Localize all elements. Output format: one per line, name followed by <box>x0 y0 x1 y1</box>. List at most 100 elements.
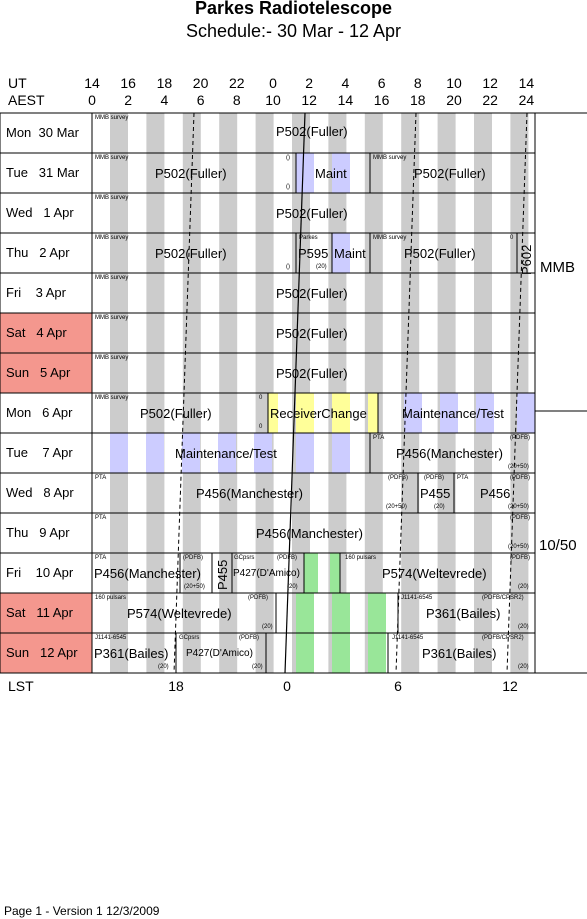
note: (20) <box>518 624 529 630</box>
day-label: Fri 10 Apr <box>6 565 74 580</box>
day-label: Sat 11 Apr <box>6 605 73 620</box>
receiver-change-shade <box>296 393 314 433</box>
note: MMB survey <box>373 235 407 241</box>
aest-tick: 18 <box>410 92 426 108</box>
note: J1141-6545 <box>392 635 424 641</box>
green-shade <box>332 633 350 673</box>
block-label: P502(Fuller) <box>276 206 348 221</box>
lst-tick: 12 <box>502 678 518 694</box>
block-label: Maintenance/Test <box>402 406 504 421</box>
maint-shade <box>476 393 494 433</box>
day-label: Wed 8 Apr <box>6 485 74 500</box>
block-label: P502(Fuller) <box>276 124 348 139</box>
block-label: P427(D'Amico) <box>233 568 300 579</box>
note: (PDFB) <box>510 435 530 441</box>
green-shade <box>332 593 350 633</box>
block-label: ReceiverChange <box>270 406 367 421</box>
block-label: P502(Fuller) <box>404 246 476 261</box>
note: (20) <box>252 664 263 670</box>
maint-shade <box>218 433 236 473</box>
note: MMB survey <box>95 395 129 401</box>
note: MMB survey <box>373 155 407 161</box>
ut-tick: 20 <box>192 75 209 91</box>
maint-shade <box>146 433 164 473</box>
maint-shade <box>440 393 458 433</box>
note: (20) <box>518 584 529 590</box>
note: MMB survey <box>95 195 129 201</box>
receiver-mmb: MMB <box>540 259 575 276</box>
day-label: Sat 4 Apr <box>6 325 67 340</box>
note: (20) <box>287 584 298 590</box>
note: (PDFB/CPSR2) <box>482 595 524 601</box>
aest-tick: 4 <box>160 92 169 108</box>
lst-tick: 6 <box>394 678 402 694</box>
aest-label: AEST <box>8 92 45 108</box>
note: MMB survey <box>95 315 129 321</box>
note: (20) <box>518 664 529 670</box>
block-label: P361(Bailes) <box>426 606 501 621</box>
maint-shade <box>296 433 314 473</box>
note: (20+50) <box>386 504 407 510</box>
block-label: P574(Weltevrede) <box>127 606 232 621</box>
day-label: Sun 5 Apr <box>6 365 71 380</box>
aest-tick: 8 <box>232 92 241 108</box>
note: PTA <box>95 475 107 481</box>
ut-tick: 6 <box>377 75 386 91</box>
note: () <box>286 184 290 190</box>
note: J1141-6545 <box>401 595 433 601</box>
ut-tick: 0 <box>269 75 277 91</box>
ut-tick: 14 <box>518 75 535 91</box>
block-label: P456(Manchester) <box>396 446 503 461</box>
note: (PDFB) <box>510 555 530 561</box>
day-label: Tue 7 Apr <box>6 445 73 460</box>
block-label: P502(Fuller) <box>276 326 348 341</box>
aest-tick: 12 <box>301 92 317 108</box>
note: (20) <box>434 504 445 510</box>
day-label: Sun 12 Apr <box>6 645 78 660</box>
day-label: Thu 9 Apr <box>6 525 70 540</box>
block-label: Maint <box>315 166 347 181</box>
block-label: P455 <box>420 486 451 501</box>
block-label: P361(Bailes) <box>94 646 169 661</box>
block-label: P502(Fuller) <box>276 286 348 301</box>
note: (20) <box>262 624 273 630</box>
ut-tick: 12 <box>482 75 498 91</box>
ut-tick: 4 <box>341 75 350 91</box>
aest-tick: 10 <box>265 92 281 108</box>
block-label: P595 <box>298 246 329 261</box>
note: GCpsrs <box>234 555 255 561</box>
block-label: P455 <box>215 559 230 590</box>
note: MMB survey <box>95 275 129 281</box>
aest-tick: 20 <box>446 92 462 108</box>
day-label: Mon 6 Apr <box>6 405 73 420</box>
note: (PDFB) <box>388 475 408 481</box>
note: Parkes <box>299 235 318 241</box>
maint-shade <box>296 153 314 193</box>
note: 0 <box>259 424 263 430</box>
receiver-1050: 10/50 <box>539 537 577 554</box>
aest-tick: 14 <box>337 92 354 108</box>
green-shade <box>296 633 314 673</box>
block-label: P574(Weltevrede) <box>382 566 487 581</box>
ut-tick: 16 <box>120 75 136 91</box>
lst-label: LST <box>8 678 34 694</box>
ut-label: UT <box>8 75 27 91</box>
page-subtitle: Schedule:- 30 Mar - 12 Apr <box>185 21 402 41</box>
note: MMB survey <box>95 115 129 121</box>
note: PTA <box>95 555 107 561</box>
receiver-change-shade <box>368 393 378 433</box>
block-label: P456(Manchester) <box>256 526 363 541</box>
block-label: P502(Fuller) <box>155 166 227 181</box>
note: 160 pulsars <box>95 595 127 601</box>
note: PTA <box>95 515 107 521</box>
green-shade <box>368 633 386 673</box>
day-label: Thu 2 Apr <box>6 245 70 260</box>
green-shade <box>296 593 314 633</box>
receiver-change-shade <box>332 393 350 433</box>
note: (20+50) <box>184 584 205 590</box>
aest-tick: 24 <box>518 92 535 108</box>
maint-shade <box>404 393 422 433</box>
green-shade <box>368 593 386 633</box>
block-label: P456 <box>480 486 511 501</box>
